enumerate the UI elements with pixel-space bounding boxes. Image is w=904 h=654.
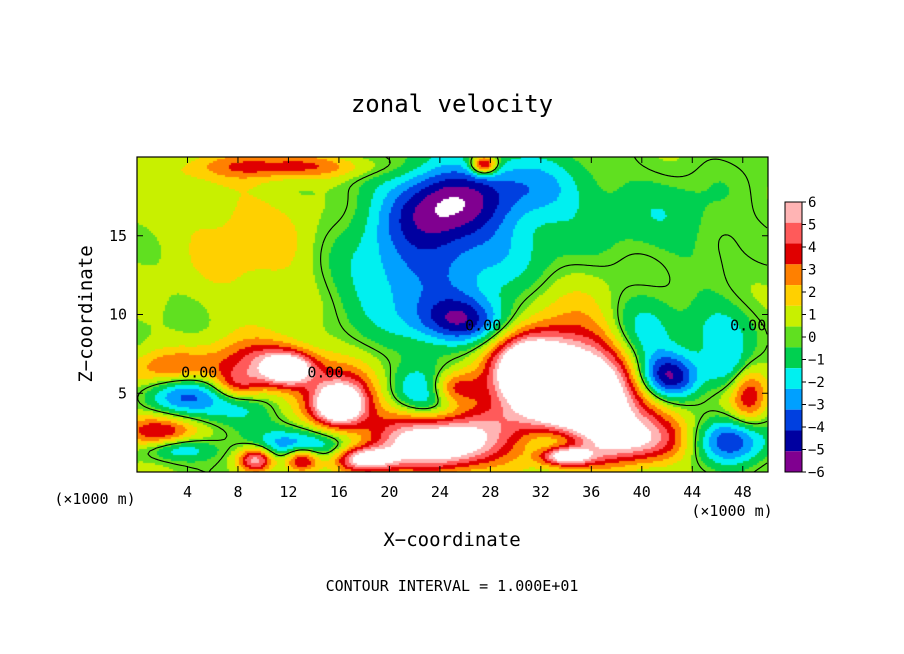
- colorbar-swatch: [785, 222, 802, 244]
- x-unit-left: (×1000 m): [54, 490, 135, 508]
- colorbar-label: 5: [808, 218, 816, 234]
- contour-label: 0.00: [181, 364, 217, 382]
- colorbar-label: −1: [808, 353, 825, 369]
- colorbar-label: −6: [808, 465, 825, 481]
- colorbar-label: −5: [808, 443, 825, 459]
- y-axis: 5 10 15: [109, 227, 768, 402]
- y-tick-label: 15: [109, 227, 127, 245]
- colorbar-label: −2: [808, 375, 825, 391]
- colorbar-label: 0: [808, 330, 816, 346]
- x-tick-label: 28: [481, 483, 499, 501]
- x-axis-label: X−coordinate: [383, 529, 520, 551]
- colorbar-swatch: [785, 285, 802, 306]
- contour-label: 0.00: [465, 316, 501, 334]
- colorbar-label: 1: [808, 308, 816, 324]
- y-axis-label: Z−coordinate: [75, 245, 97, 382]
- y-tick-label: 5: [118, 384, 127, 402]
- chart-title: zonal velocity: [351, 90, 553, 118]
- colorbar-label: −4: [808, 420, 825, 436]
- x-tick-label: 36: [582, 483, 600, 501]
- zero-contours: 0.00 0.00 0.00 0.00: [137, 156, 768, 473]
- colorbar-swatch: [785, 264, 802, 286]
- colorbar-label: 4: [808, 240, 816, 256]
- x-tick-label: 32: [532, 483, 550, 501]
- x-tick-label: 48: [734, 483, 752, 501]
- colorbar: 6 5 4 3 2 1 0 −1 −2 −3 −4 −5 −6: [784, 195, 825, 481]
- colorbar-label: 6: [808, 195, 816, 211]
- contour-label: 0.00: [730, 316, 766, 334]
- x-axis: 4 8 12 16 20 24 28 32 36 40 44 48: [183, 157, 752, 501]
- contour-interval-note: CONTOUR INTERVAL = 1.000E+01: [326, 577, 579, 595]
- x-tick-label: 44: [683, 483, 701, 501]
- colorbar-swatch: [785, 409, 802, 431]
- x-tick-label: 8: [233, 483, 242, 501]
- y-tick-label: 10: [109, 306, 127, 324]
- colorbar-label: 3: [808, 263, 816, 279]
- colorbar-label: 2: [808, 285, 816, 301]
- colorbar-label: −3: [808, 398, 825, 414]
- x-tick-label: 12: [279, 483, 297, 501]
- colorbar-swatch: [785, 243, 802, 265]
- x-tick-label: 40: [633, 483, 651, 501]
- plot-area: 0.00 0.00 0.00 0.00: [136, 156, 769, 473]
- colorbar-swatch: [785, 451, 802, 472]
- x-tick-label: 16: [330, 483, 348, 501]
- contour-label: 0.00: [307, 364, 343, 382]
- x-tick-label: 24: [431, 483, 449, 501]
- velocity-field: [137, 157, 768, 472]
- x-tick-label: 20: [380, 483, 398, 501]
- colorbar-swatch: [785, 326, 802, 348]
- x-tick-label: 4: [183, 483, 192, 501]
- colorbar-swatch: [785, 388, 802, 410]
- colorbar-swatch: [785, 347, 802, 369]
- colorbar-swatch: [785, 368, 802, 389]
- colorbar-swatch: [785, 305, 802, 327]
- x-unit-right: (×1000 m): [691, 502, 772, 520]
- colorbar-swatch: [785, 202, 802, 223]
- colorbar-swatch: [785, 430, 802, 452]
